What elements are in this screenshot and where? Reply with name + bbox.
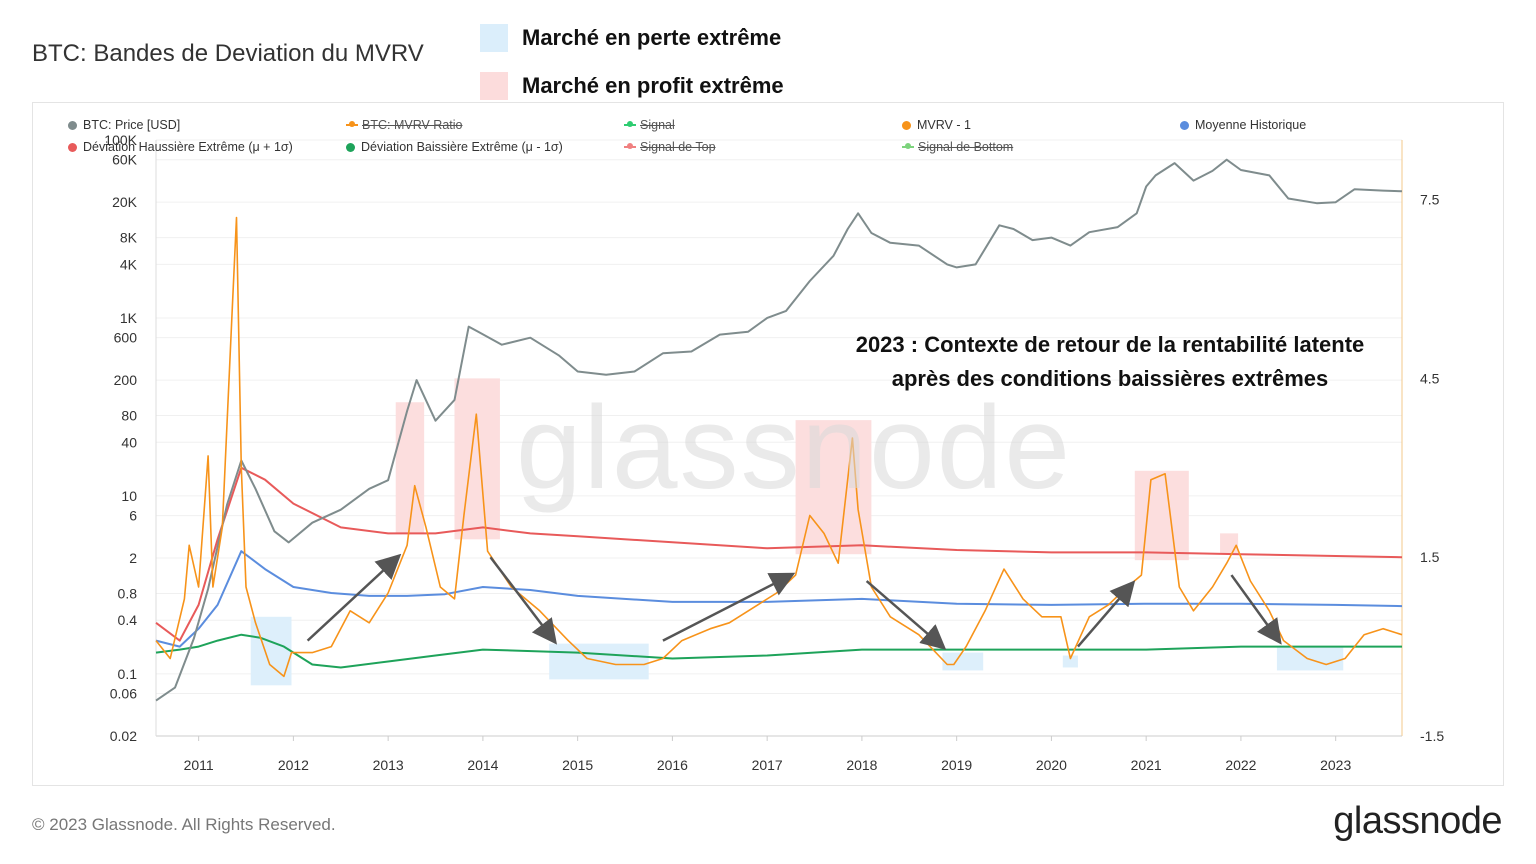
loss-label: Marché en perte extrême <box>522 25 782 50</box>
y-left-tick-label: 200 <box>114 372 138 388</box>
profit-region <box>1220 533 1239 555</box>
legend-marker <box>624 121 636 127</box>
x-tick-label: 2018 <box>846 757 877 773</box>
legend-marker <box>346 121 358 127</box>
legend-marker <box>902 143 914 149</box>
legend-marker <box>68 142 77 152</box>
y-left-tick-label: 6 <box>129 508 137 524</box>
y-left-tick-label: 0.8 <box>118 585 138 601</box>
y-right-tick-label: 4.5 <box>1420 370 1440 386</box>
chart-annotation: 2023 : Contexte de retour de la rentabil… <box>820 328 1400 396</box>
highlight-legend-loss: Marché en perte extrême <box>480 14 784 62</box>
x-tick-label: 2020 <box>1036 757 1067 773</box>
y-left-tick-label: 60K <box>112 152 138 168</box>
profit-region <box>454 378 500 540</box>
series-line <box>155 158 1403 702</box>
x-tick-label: 2023 <box>1320 757 1351 773</box>
x-tick-label: 2014 <box>467 757 498 773</box>
y-left-tick-label: 0.02 <box>110 728 137 744</box>
highlight-legend-profit: Marché en profit extrême <box>480 62 784 110</box>
y-left-tick-label: 4K <box>120 256 138 272</box>
annotation-line-2: après des conditions baissières extrêmes <box>891 366 1329 391</box>
trend-arrow <box>306 553 402 642</box>
legend-item[interactable]: Signal de Top <box>624 140 716 154</box>
legend-item[interactable]: BTC: MVRV Ratio <box>346 118 463 132</box>
legend-label: Signal <box>640 118 675 132</box>
legend-label: Signal de Bottom <box>918 140 1014 154</box>
x-tick-label: 2016 <box>657 757 688 773</box>
y-left-tick-label: 10 <box>121 488 137 504</box>
legend-item[interactable]: BTC: Price [USD] <box>68 118 180 132</box>
chart-frame <box>32 102 1504 786</box>
y-right-tick-label: 7.5 <box>1420 192 1440 208</box>
profit-swatch <box>480 72 508 100</box>
legend-item[interactable]: Déviation Haussière Extrême (μ + 1σ) <box>68 140 293 154</box>
legend-item[interactable]: Moyenne Historique <box>1180 118 1306 132</box>
x-tick-label: 2021 <box>1131 757 1162 773</box>
trend-arrow <box>865 580 947 650</box>
x-tick-label: 2015 <box>562 757 593 773</box>
series-line <box>155 550 1403 648</box>
legend-label: BTC: MVRV Ratio <box>362 118 463 132</box>
y-left-tick-label: 8K <box>120 230 138 246</box>
y-left-tick-label: 2 <box>129 550 137 566</box>
legend-label: Déviation Haussière Extrême (μ + 1σ) <box>83 140 293 154</box>
trend-arrow <box>489 556 557 645</box>
series-line <box>155 633 1402 669</box>
legend-marker <box>624 143 636 149</box>
x-tick-label: 2013 <box>373 757 404 773</box>
y-left-tick-label: 40 <box>121 434 137 450</box>
trend-arrow <box>1076 580 1136 648</box>
watermark: glassnode <box>516 382 1072 514</box>
trend-arrow <box>662 572 796 642</box>
y-left-tick-label: 100K <box>104 132 137 148</box>
profit-region <box>395 402 425 534</box>
y-left-tick-label: 0.1 <box>118 666 138 682</box>
y-left-tick-label: 0.06 <box>110 686 137 702</box>
y-left-tick-label: 0.4 <box>118 612 138 628</box>
profit-label: Marché en profit extrême <box>522 73 784 98</box>
legend-label: Déviation Baissière Extrême (μ - 1σ) <box>361 140 563 154</box>
legend-item[interactable]: Déviation Baissière Extrême (μ - 1σ) <box>346 140 563 154</box>
trend-arrow <box>1230 574 1282 645</box>
profit-region <box>795 420 872 555</box>
highlight-legend: Marché en perte extrême Marché en profit… <box>480 14 784 110</box>
copyright-footer: © 2023 Glassnode. All Rights Reserved. <box>32 815 336 834</box>
y-right-tick-label: 1.5 <box>1420 549 1440 565</box>
y-left-tick-label: 80 <box>121 408 137 424</box>
profit-region <box>1134 470 1189 561</box>
loss-region <box>1062 655 1078 668</box>
x-tick-label: 2017 <box>752 757 783 773</box>
loss-region <box>1276 646 1344 671</box>
x-tick-label: 2011 <box>184 757 214 773</box>
y-left-tick-label: 1K <box>120 310 138 326</box>
chart-legend: BTC: Price [USD] BTC: MVRV Ratio Signal MVR… <box>68 118 1468 162</box>
annotation-line-1: 2023 : Contexte de retour de la rentabil… <box>855 332 1365 357</box>
legend-marker <box>1180 120 1189 130</box>
legend-item[interactable]: MVRV - 1 <box>902 118 971 132</box>
x-tick-label: 2019 <box>941 757 972 773</box>
series-line <box>155 466 1403 642</box>
page-title: BTC: Bandes de Deviation du MVRV <box>32 40 424 67</box>
y-left-tick-label: 20K <box>112 194 138 210</box>
legend-label: MVRV - 1 <box>917 118 971 132</box>
y-left-tick-label: 600 <box>114 330 138 346</box>
legend-label: Signal de Top <box>640 140 716 154</box>
legend-item[interactable]: Signal de Bottom <box>902 140 1013 154</box>
loss-region <box>942 652 984 671</box>
legend-item[interactable]: Signal <box>624 118 675 132</box>
legend-marker <box>346 142 355 152</box>
legend-marker <box>68 120 77 130</box>
loss-swatch <box>480 24 508 52</box>
x-tick-label: 2022 <box>1225 757 1256 773</box>
legend-label: Moyenne Historique <box>1195 118 1307 132</box>
brand-logo: glassnode <box>1333 800 1502 842</box>
legend-marker <box>902 120 911 130</box>
x-tick-label: 2012 <box>278 757 309 773</box>
legend-label: BTC: Price [USD] <box>83 118 181 132</box>
series-line <box>155 216 1403 678</box>
y-right-tick-label: -1.5 <box>1420 728 1444 744</box>
